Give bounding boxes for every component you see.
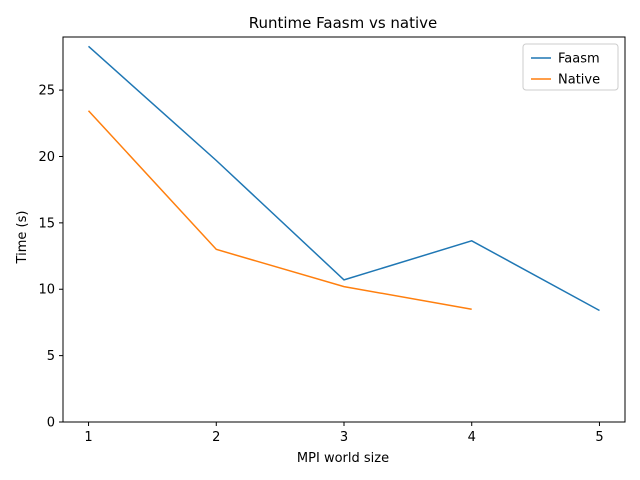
y-tick-label: 25 (38, 84, 55, 99)
series-line-native (87, 110, 472, 310)
y-tick-label: 15 (38, 216, 55, 231)
x-axis-label: MPI world size (297, 451, 389, 466)
y-tick-label: 10 (38, 283, 55, 298)
legend: Faasm Native (522, 43, 619, 91)
series-lines (87, 45, 600, 312)
x-tick-label: 2 (212, 430, 220, 445)
x-tick-label: 4 (468, 430, 476, 445)
series-line-faasm (88, 45, 600, 312)
y-tick-label: 0 (47, 416, 55, 431)
legend-label: Native (558, 73, 600, 88)
x-tick-label: 1 (84, 430, 92, 445)
y-axis-label: Time (s) (15, 211, 30, 265)
y-axis: 0 5 10 15 20 25 (38, 84, 63, 431)
legend-label: Faasm (558, 52, 600, 67)
y-tick-label: 5 (47, 349, 55, 364)
y-tick-label: 20 (38, 150, 55, 165)
chart-title: Runtime Faasm vs native (249, 14, 438, 32)
x-tick-label: 3 (340, 430, 348, 445)
x-tick-label: 5 (595, 430, 603, 445)
x-axis: 1 2 3 4 5 (84, 422, 604, 445)
